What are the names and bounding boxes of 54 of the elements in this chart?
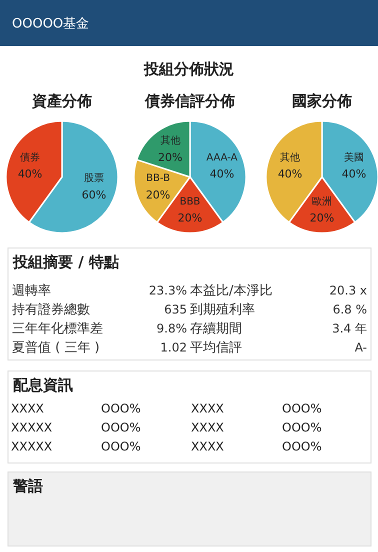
slice-label: 其他 xyxy=(280,151,300,164)
text: 9.8% xyxy=(156,321,187,336)
text: 週轉率 xyxy=(12,282,51,299)
text: 平均信評 xyxy=(190,340,242,356)
data-label: 20% xyxy=(146,188,170,202)
text: OOO% xyxy=(282,439,322,454)
data-label: 20% xyxy=(310,212,334,225)
slice-label: 其他 xyxy=(160,134,180,147)
text: 到期殖利率 xyxy=(190,302,255,318)
text: 3.4 年 xyxy=(332,321,367,336)
data-label: 40% xyxy=(278,168,302,181)
text: OOO% xyxy=(101,439,141,454)
text: 存續期間 xyxy=(190,322,242,337)
text: OOO% xyxy=(101,401,141,416)
text: 6.8 % xyxy=(332,302,367,316)
text: 投組摘要 / 特點 xyxy=(12,253,119,272)
slice-label: 債券 xyxy=(20,151,40,164)
text: 1.02 xyxy=(160,340,187,354)
text: OOO% xyxy=(282,401,322,416)
text: 三年年化標準差 xyxy=(12,322,103,337)
text: XXXX xyxy=(191,401,224,416)
text: XXXXX xyxy=(11,439,52,454)
data-label: 60% xyxy=(82,188,106,202)
data-label: 20% xyxy=(158,150,182,164)
text: 警語 xyxy=(12,477,43,496)
text: A- xyxy=(354,340,367,354)
text: 本益比/本淨比 xyxy=(190,284,272,299)
data-label: 20% xyxy=(178,212,202,225)
text: XXXXX xyxy=(11,420,52,434)
text: 持有證券總數 xyxy=(12,302,90,318)
slice-label: 歐洲 xyxy=(312,195,332,208)
text: XXXX xyxy=(191,420,224,434)
slice-label: 美國 xyxy=(344,151,364,164)
text: 配息資訊 xyxy=(13,376,73,394)
data-label: 40% xyxy=(18,168,42,181)
slice-label: BBB xyxy=(180,196,200,208)
text: 23.3% xyxy=(148,283,187,298)
data-label: 40% xyxy=(210,168,234,181)
data-label: 40% xyxy=(342,168,366,181)
text: OOO% xyxy=(282,420,322,434)
slice-label: AAA-A xyxy=(206,152,238,164)
chart-title: 資產分佈 xyxy=(31,92,92,110)
slice-label: 股票 xyxy=(84,173,104,184)
text: 20.3 x xyxy=(329,283,367,298)
text: XXXX xyxy=(11,401,44,416)
text: 夏普值 ( 三年 ) xyxy=(12,340,100,356)
text: 投組分佈狀況 xyxy=(143,60,234,78)
chart-title: 債券信評分佈 xyxy=(144,92,235,110)
text: OOO% xyxy=(101,420,141,434)
text: 635 xyxy=(164,302,187,316)
chart-title: 國家分佈 xyxy=(292,92,352,110)
text: XXXX xyxy=(191,439,224,454)
slice-label: BB-B xyxy=(146,173,170,184)
text: OOOOO基金 xyxy=(12,16,90,32)
